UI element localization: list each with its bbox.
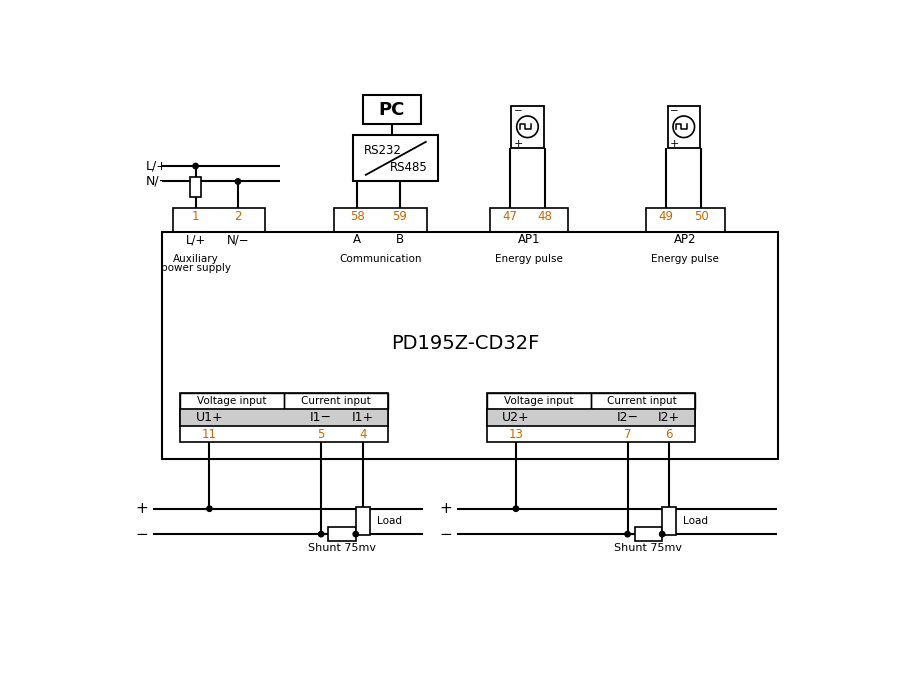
Bar <box>662 507 676 535</box>
Bar <box>334 231 427 248</box>
Bar <box>354 135 438 182</box>
Text: 6: 6 <box>665 428 673 441</box>
Text: −: − <box>514 106 523 116</box>
Circle shape <box>353 532 358 537</box>
Text: AP1: AP1 <box>518 233 540 247</box>
Bar <box>190 177 201 197</box>
Circle shape <box>625 532 630 537</box>
Text: AP2: AP2 <box>674 233 697 247</box>
Text: N/−: N/− <box>146 175 170 188</box>
Text: U2+: U2+ <box>502 411 530 424</box>
Circle shape <box>513 506 518 511</box>
Text: U1+: U1+ <box>195 411 223 424</box>
Text: 48: 48 <box>537 210 553 222</box>
Text: 7: 7 <box>624 428 631 441</box>
Bar <box>328 527 356 541</box>
Text: 50: 50 <box>694 210 709 222</box>
Text: RS485: RS485 <box>390 161 428 174</box>
Text: Voltage input: Voltage input <box>503 396 573 406</box>
Text: 47: 47 <box>502 210 518 222</box>
Text: 58: 58 <box>350 210 365 222</box>
Text: I2+: I2+ <box>658 411 680 424</box>
Bar <box>487 409 695 426</box>
Text: 5: 5 <box>318 428 325 441</box>
Bar <box>646 208 724 270</box>
Bar <box>180 393 388 443</box>
Text: 49: 49 <box>659 210 673 222</box>
Bar <box>180 409 388 426</box>
Bar <box>490 208 568 270</box>
Text: +: + <box>670 139 680 148</box>
Text: −: − <box>439 527 452 542</box>
Text: PC: PC <box>379 101 405 119</box>
Text: 13: 13 <box>508 428 524 441</box>
Circle shape <box>319 532 324 537</box>
Bar <box>668 106 700 148</box>
Text: Voltage input: Voltage input <box>197 396 266 406</box>
Text: I1+: I1+ <box>352 411 374 424</box>
Text: I1−: I1− <box>310 411 332 424</box>
Text: L/+: L/+ <box>146 159 167 173</box>
Bar <box>487 393 590 409</box>
Circle shape <box>235 179 240 184</box>
Text: PD195Z-CD32F: PD195Z-CD32F <box>391 334 539 353</box>
Bar <box>163 231 778 458</box>
Text: B: B <box>396 233 404 247</box>
Bar <box>284 393 388 409</box>
Text: +: + <box>439 501 452 516</box>
Bar <box>173 231 265 248</box>
Bar <box>173 208 265 270</box>
Bar <box>356 507 370 535</box>
Circle shape <box>193 163 198 169</box>
Text: Energy pulse: Energy pulse <box>652 254 719 264</box>
Text: A: A <box>354 233 361 247</box>
Text: −: − <box>135 527 148 542</box>
Bar <box>490 231 568 248</box>
Text: Communication: Communication <box>339 254 421 264</box>
Circle shape <box>207 506 212 511</box>
Text: +: + <box>135 501 148 516</box>
Text: Current input: Current input <box>608 396 677 406</box>
Text: power supply: power supply <box>160 264 230 273</box>
Text: Load: Load <box>683 516 708 526</box>
Text: N/−: N/− <box>227 233 249 247</box>
Bar <box>634 527 662 541</box>
Text: −: − <box>670 106 679 116</box>
Text: Shunt 75mv: Shunt 75mv <box>308 543 376 553</box>
Text: 4: 4 <box>359 428 366 441</box>
Text: 59: 59 <box>392 210 407 222</box>
Text: 2: 2 <box>234 210 242 222</box>
Text: 11: 11 <box>202 428 217 441</box>
Bar <box>180 393 284 409</box>
Text: +: + <box>514 139 523 148</box>
Bar <box>334 208 427 270</box>
Bar <box>364 95 421 125</box>
Circle shape <box>660 532 665 537</box>
Text: RS232: RS232 <box>364 144 401 157</box>
Bar <box>487 393 695 443</box>
Text: Energy pulse: Energy pulse <box>495 254 562 264</box>
Bar <box>511 106 544 148</box>
Bar <box>590 393 695 409</box>
Text: 1: 1 <box>192 210 200 222</box>
Bar <box>646 231 724 248</box>
Text: Current input: Current input <box>301 396 371 406</box>
Text: L/+: L/+ <box>185 233 206 247</box>
Text: Load: Load <box>376 516 401 526</box>
Text: Auxiliary: Auxiliary <box>173 254 219 264</box>
Text: Shunt 75mv: Shunt 75mv <box>615 543 682 553</box>
Text: I2−: I2− <box>616 411 639 424</box>
